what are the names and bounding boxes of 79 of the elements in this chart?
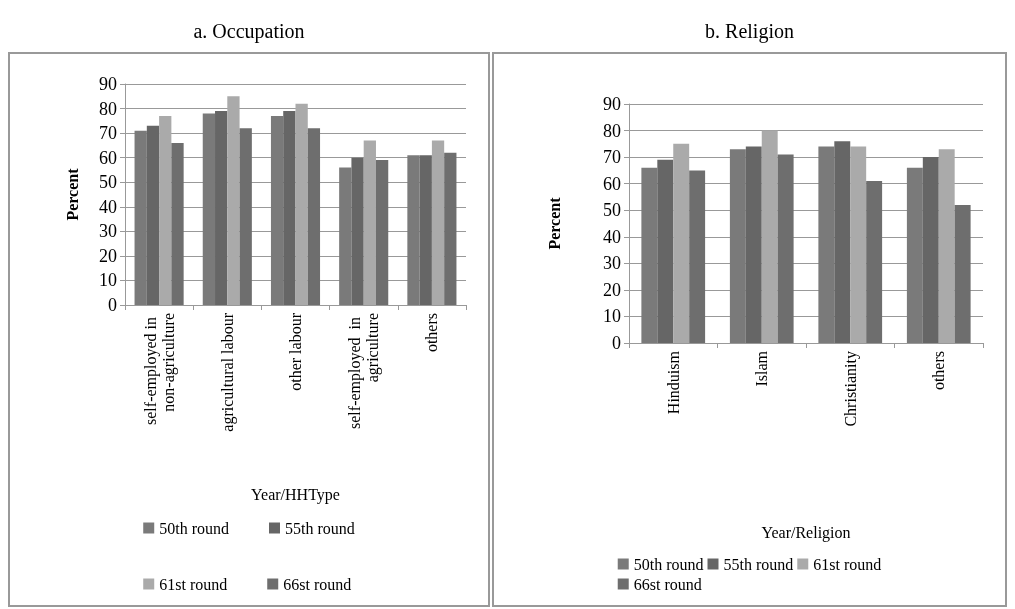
y-axis-title: Percent [545,196,563,250]
x-tick-label: agricultural labour [218,312,237,432]
y-tick-label: 10 [99,270,117,291]
legend-label: 61st round [159,575,228,593]
bar [215,111,228,305]
y-tick-label: 20 [99,245,117,266]
y-tick-label: 40 [603,226,621,247]
bar [202,113,216,305]
bar [444,152,457,305]
y-axis-title: Percent [63,167,81,221]
y-tick-label: 60 [99,147,117,168]
legend-label: 55th round [285,519,355,537]
bar [761,130,778,343]
y-tick-label: 10 [603,306,621,327]
bar [657,159,674,343]
bar [689,170,706,343]
bar [938,149,955,343]
bar [270,115,284,305]
bar [641,167,658,343]
y-tick-label: 50 [99,172,117,193]
bar [906,167,923,343]
bar [866,181,883,343]
bar [351,157,364,305]
y-tick-label: 80 [603,120,621,141]
y-tick-label: 70 [99,123,117,144]
y-tick-label: 50 [603,200,621,221]
bar [146,125,160,305]
chart-title: a. Occupation [192,19,306,45]
legend-label: 50th round [633,555,704,573]
bar [307,128,321,305]
bar [227,96,240,305]
x-tick-label: self-employed in agriculture [346,313,383,429]
x-tick-label: other labour [287,312,304,391]
legend-label: 66st round [633,575,702,593]
bar [339,167,352,305]
y-tick-label: 70 [603,147,621,168]
bar [673,143,690,343]
bar [922,157,939,343]
x-axis-title: Year/HHType [251,486,340,505]
bar [295,103,308,305]
bar [850,146,867,343]
bar [375,160,389,305]
y-tick-label: 90 [603,94,621,114]
y-tick-label: 90 [99,74,117,94]
y-tick-label: 60 [603,173,621,194]
chart-title: b. Religion [704,19,795,45]
y-tick-label: 40 [99,196,117,217]
x-tick-label: self-employed in non-agriculture [141,313,178,425]
x-tick-label: others [423,313,441,353]
bar [363,140,376,305]
bar [171,142,184,305]
bar [159,115,172,305]
x-tick-label: Christianity [841,351,860,427]
bar [134,130,147,305]
legend-label: 55th round [723,555,794,573]
bar [431,140,445,305]
bar [419,155,432,305]
x-tick-label: others [930,351,948,391]
legend-label: 61st round [813,555,882,573]
legend-label: 66st round [283,575,352,593]
y-tick-label: 30 [99,221,117,242]
bar [283,111,296,305]
bar [745,146,762,343]
y-tick-label: 0 [612,333,621,353]
y-tick-label: 80 [99,98,117,119]
x-tick-label: Islam [753,350,771,387]
y-tick-label: 0 [108,295,117,315]
bar [777,154,794,343]
x-axis-title: Year/Religion [761,524,851,543]
bar [239,128,252,305]
bar [954,204,971,343]
bar [834,141,851,343]
y-tick-label: 20 [603,279,621,300]
x-tick-label: Hinduism [664,350,682,415]
bar [818,146,835,343]
y-tick-label: 30 [603,253,621,274]
legend-label: 50th round [159,519,230,537]
bar [407,155,420,305]
bar [729,149,746,343]
